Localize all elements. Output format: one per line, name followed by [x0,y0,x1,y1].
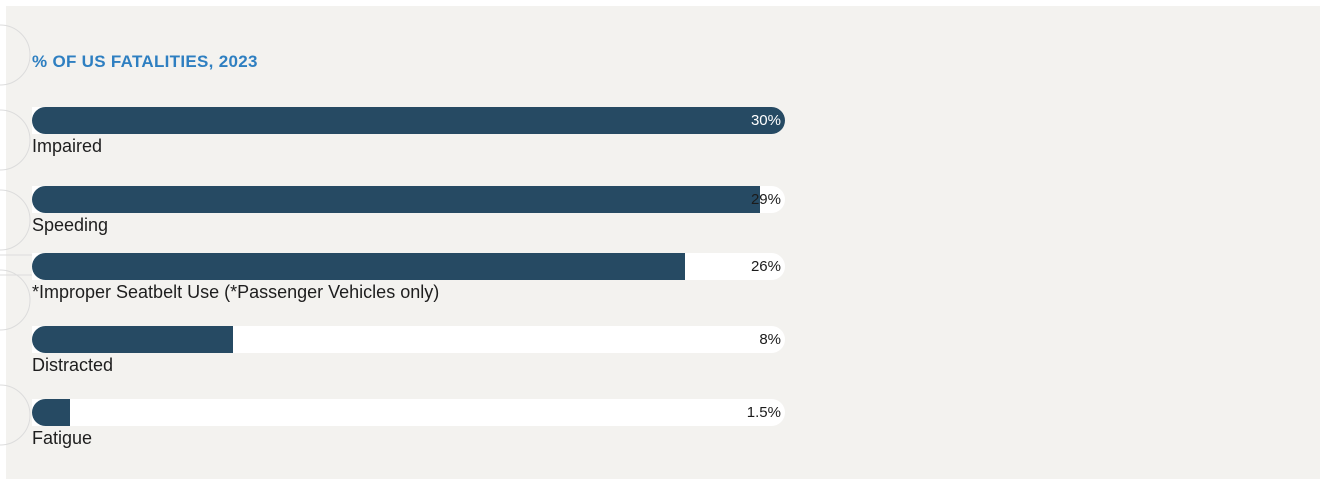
data-label: 29% [750,191,781,208]
data-label: 30% [750,112,781,129]
chart-title: % OF US FATALITIES, 2023 [32,52,258,71]
bar-track: 26% [32,253,785,280]
data-label: 26% [750,258,781,275]
category-label: Impaired [32,136,103,156]
bar-track: 8% [32,326,785,353]
category-label: *Improper Seatbelt Use (*Passenger Vehic… [32,282,440,302]
decorative-circles [0,24,38,446]
category-label: Speeding [32,215,109,235]
bar [32,186,760,213]
bar [32,399,70,426]
data-label: 1.5% [746,404,781,421]
bar [32,326,233,353]
bar [32,253,685,280]
bar-track: 29% [32,186,785,213]
category-label: Distracted [32,355,114,375]
bar-track: 30% [32,107,785,134]
data-label: 8% [759,331,781,348]
bar-track: 1.5% [32,399,785,426]
bar [32,107,785,134]
category-label: Fatigue [32,428,93,448]
